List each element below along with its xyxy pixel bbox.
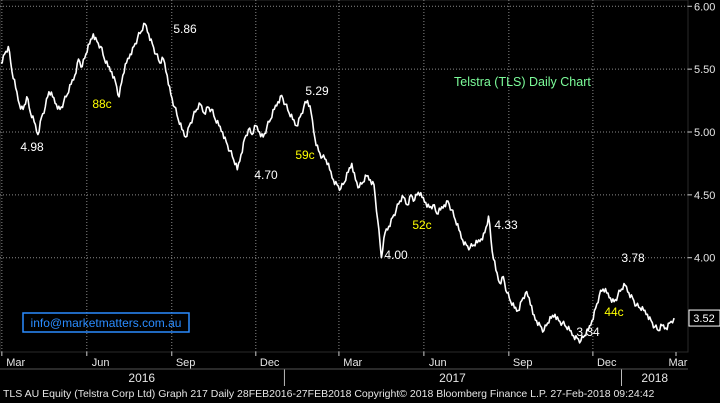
y-tick-label: 5.50 <box>694 64 715 76</box>
x-tick-label: Mar <box>6 357 25 369</box>
year-label: 2016 <box>128 371 155 385</box>
move-annotation: 52c <box>412 218 431 232</box>
x-tick-label: Dec <box>260 357 280 369</box>
price-annotation: 4.70 <box>254 168 278 182</box>
plot-area <box>0 0 689 353</box>
x-tick-label: Sep <box>176 357 196 369</box>
x-tick-label: Dec <box>597 357 617 369</box>
watermark-text: info@marketmatters.com.au <box>31 316 182 330</box>
x-tick-label: Jun <box>92 357 110 369</box>
price-annotation: 4.98 <box>20 140 44 154</box>
move-annotation: 59c <box>295 148 314 162</box>
x-tick-label: Jun <box>429 357 447 369</box>
price-annotation: 3.78 <box>621 251 645 265</box>
year-label: 2017 <box>439 371 466 385</box>
y-tick-label: 6.00 <box>694 1 715 13</box>
price-annotation: 5.86 <box>173 22 197 36</box>
year-label: 2018 <box>641 371 668 385</box>
move-annotation: 88c <box>92 97 111 111</box>
price-annotation: 4.00 <box>384 248 408 262</box>
watermark-box <box>22 312 190 333</box>
y-tick-label: 4.50 <box>694 190 715 202</box>
footer-bar: TLS AU Equity (Telstra Corp Ltd) Graph 2… <box>0 386 720 403</box>
last-price-label: 3.52 <box>693 313 714 325</box>
chart-title: Telstra (TLS) Daily Chart <box>454 75 591 89</box>
y-tick-label: 4.00 <box>694 253 715 265</box>
price-annotation: 3.34 <box>576 325 600 339</box>
x-tick-label: Sep <box>513 357 533 369</box>
footer-text: TLS AU Equity (Telstra Corp Ltd) Graph 2… <box>3 388 655 400</box>
price-annotation: 4.33 <box>494 218 518 232</box>
price-chart: 6.00 5.50 5.00 4.50 4.00 3.52 Mar Jun Sep Dec Mar J… <box>0 0 720 386</box>
price-annotation: 5.29 <box>305 84 329 98</box>
x-tick-label: Mar <box>669 357 688 369</box>
move-annotation: 44c <box>604 305 623 319</box>
last-price-box <box>688 309 720 327</box>
x-tick-label: Mar <box>343 357 362 369</box>
price-line <box>0 22 675 344</box>
y-tick-label: 5.00 <box>694 127 715 139</box>
